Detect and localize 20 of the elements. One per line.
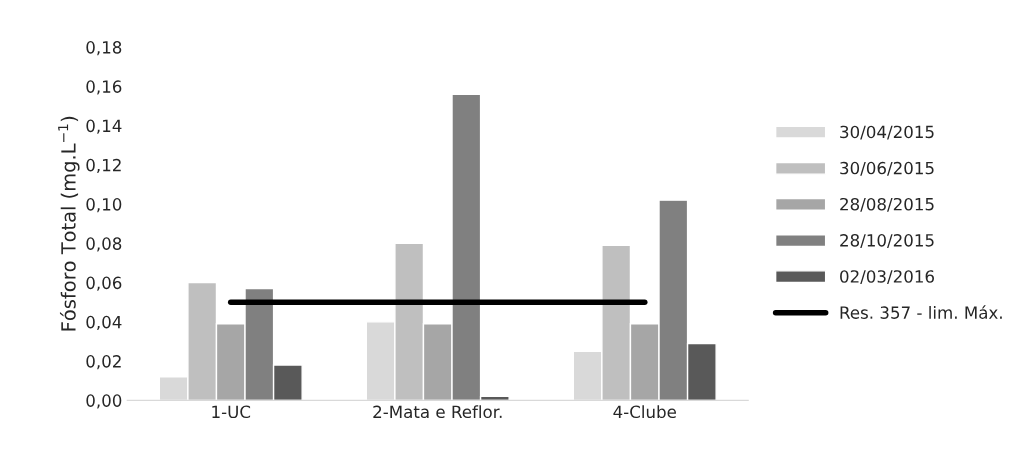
legend-label: 28/08/2015 <box>840 197 934 212</box>
legend-label: 28/10/2015 <box>840 234 934 248</box>
y-tick-label: 0,04 <box>86 315 122 331</box>
y-tick-label: 0,00 <box>86 394 122 409</box>
y-tick-label: 0,08 <box>86 237 122 252</box>
y-tick-label: 0,06 <box>86 276 122 291</box>
legend-label: 30/06/2015 <box>840 161 934 176</box>
legend-label: 30/04/2015 <box>840 125 934 140</box>
x-tick-label: 1-UC <box>212 405 251 419</box>
y-tick-label: 0,02 <box>86 355 121 370</box>
x-tick-label: 2-Mata e Reflor. <box>373 405 502 419</box>
y-tick-label: 0,14 <box>86 119 122 134</box>
y-axis-title: Fósforo Total (mg.L$^{−1}$) <box>58 116 80 331</box>
y-tick-label: 0,16 <box>86 80 122 95</box>
legend-label: Res. 357 - lim. Máx. <box>840 305 1002 319</box>
legend-label: 02/03/2016 <box>840 270 934 285</box>
y-tick-label: 0,18 <box>86 41 122 56</box>
x-tick-label: 4-Clube <box>613 405 676 419</box>
y-tick-label: 0,10 <box>86 198 122 213</box>
y-tick-label: 0,12 <box>86 158 121 174</box>
